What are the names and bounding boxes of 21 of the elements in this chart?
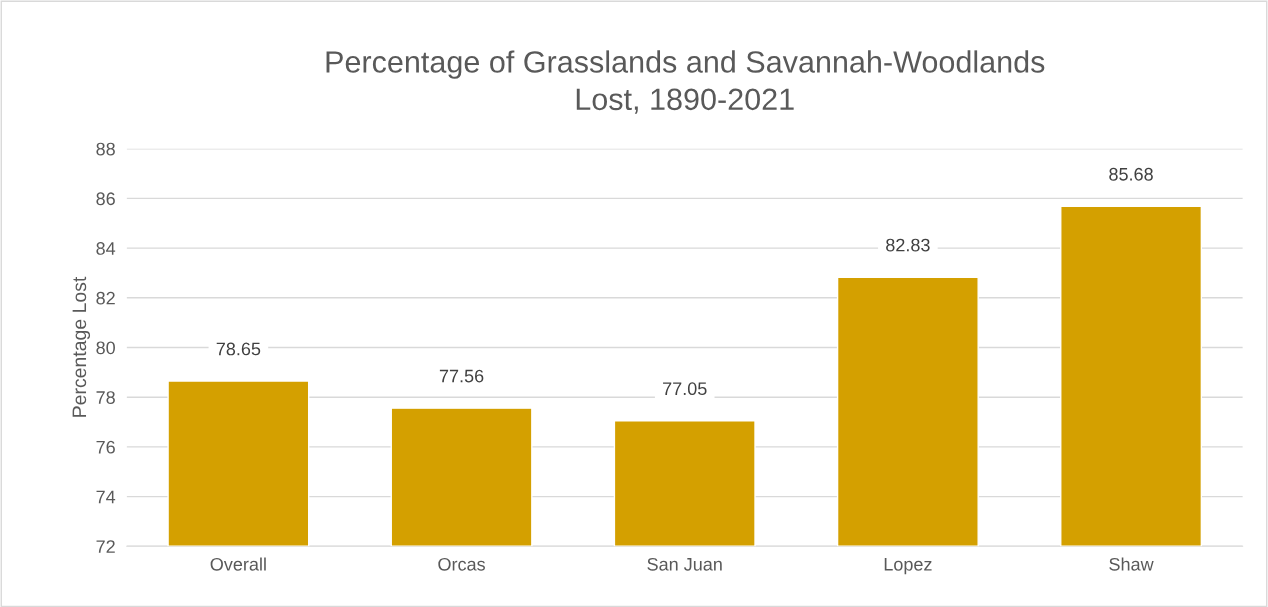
chart-title: Percentage of Grasslands and Savannah-Woodlands Lost, 1890-2021 [326,50,1045,114]
y-tick-label: 74 [96,490,116,504]
y-tick-label: 86 [96,192,115,206]
y-tick-label: 80 [96,341,115,355]
y-axis-title: Percentage Lost [72,276,91,417]
y-tick-label: 88 [96,142,115,156]
y-tick-label: 78 [96,391,115,404]
x-tick-label: Shaw [1109,557,1154,571]
y-tick-label: 72 [96,540,115,553]
y-tick-label: 82 [96,291,115,305]
y-tick-label: 76 [96,440,115,454]
y-tick-label: 84 [96,242,116,255]
data-label: 85.68 [1109,167,1153,181]
data-label: 77.05 [663,382,707,396]
data-label: 78.65 [216,342,261,356]
data-label: 82.83 [886,238,930,252]
x-tick-label: Overall [210,557,266,571]
x-tick-label: Orcas [438,557,485,571]
data-label: 77.56 [439,369,484,383]
x-tick-label: San Juan [647,557,722,571]
x-tick-label: Lopez [884,558,932,575]
